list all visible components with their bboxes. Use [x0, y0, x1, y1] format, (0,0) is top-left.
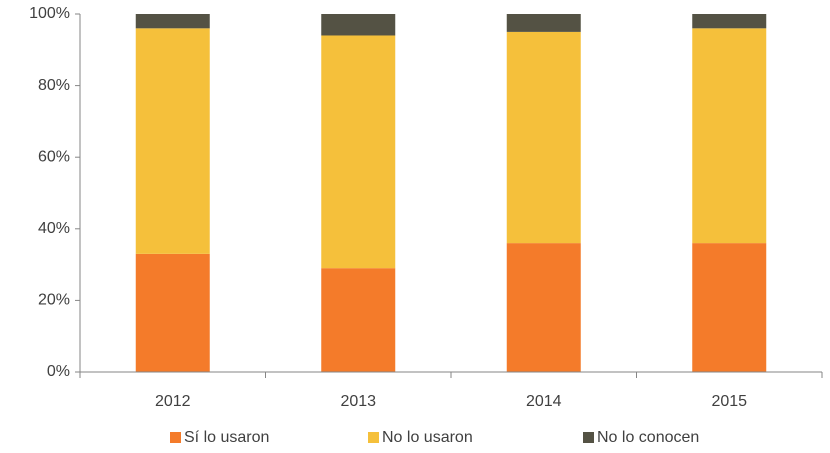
legend-swatch — [583, 432, 594, 443]
x-tick-label: 2012 — [155, 393, 191, 410]
bar — [321, 35, 396, 269]
bar — [506, 14, 581, 32]
bar — [692, 14, 767, 29]
bar — [321, 268, 396, 372]
bar — [692, 243, 767, 372]
x-tick-label: 2013 — [340, 393, 376, 410]
y-tick-label: 60% — [38, 148, 70, 165]
legend-swatch — [368, 432, 379, 443]
legend-swatch — [170, 432, 181, 443]
legend-label: No lo conocen — [597, 429, 699, 446]
bar — [692, 28, 767, 244]
bar — [506, 243, 581, 372]
y-tick-label: 20% — [38, 292, 70, 309]
bar — [321, 14, 396, 36]
x-tick-label: 2014 — [526, 393, 562, 410]
legend-label: No lo usaron — [382, 429, 473, 446]
y-tick-label: 0% — [47, 363, 70, 380]
bar — [135, 253, 210, 372]
bar — [506, 31, 581, 244]
legend-label: Sí lo usaron — [184, 429, 269, 446]
bar — [135, 28, 210, 254]
y-tick-label: 40% — [38, 220, 70, 237]
y-tick-label: 100% — [29, 5, 70, 22]
x-tick-label: 2015 — [711, 393, 747, 410]
bar — [135, 14, 210, 29]
y-tick-label: 80% — [38, 77, 70, 94]
